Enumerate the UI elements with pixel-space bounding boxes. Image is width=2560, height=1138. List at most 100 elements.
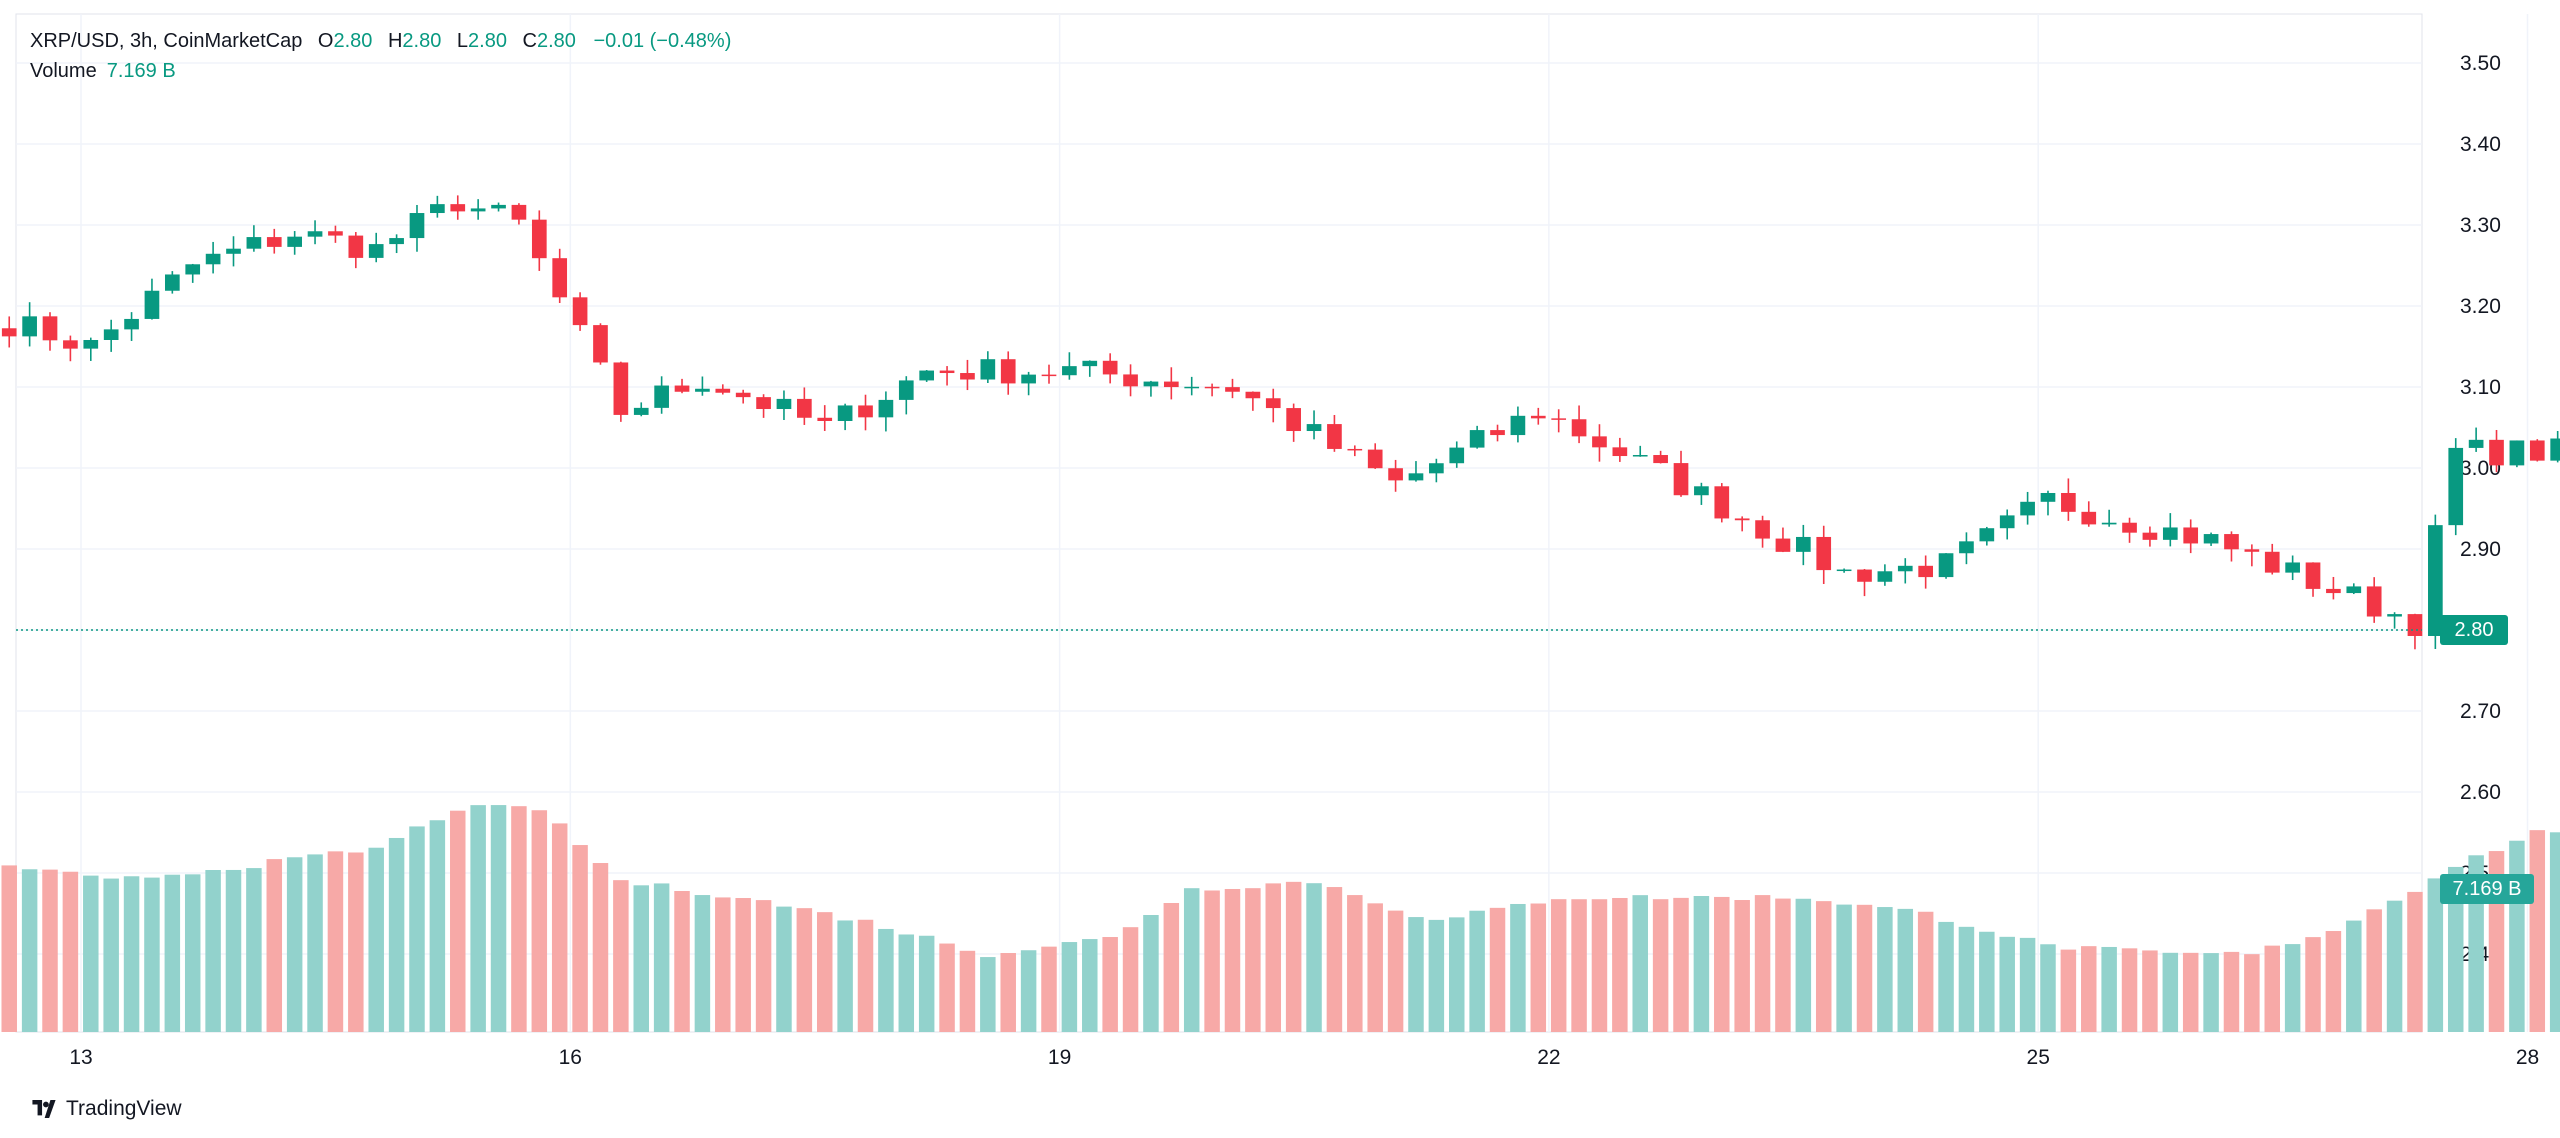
volume-bar (1020, 950, 1037, 1032)
volume-bar (2407, 891, 2423, 1032)
candle-body (1204, 386, 1220, 389)
volume-bar (2509, 840, 2525, 1032)
candle-body (2122, 522, 2137, 533)
candle-body (2326, 588, 2341, 594)
volume-bar (1652, 899, 1669, 1032)
volume-bar (1917, 911, 1934, 1032)
candle-body (226, 248, 241, 254)
candle-body (2203, 534, 2219, 544)
candle-body (2224, 534, 2239, 550)
candle-body (2529, 440, 2545, 461)
y-tick-label: 3.40 (2460, 133, 2501, 156)
volume-bar (1122, 927, 1139, 1032)
volume-bar (2264, 945, 2280, 1032)
candle-body (2264, 551, 2280, 573)
candle-body (1, 328, 17, 337)
candle-body (756, 397, 771, 410)
candle-body (185, 264, 201, 275)
candle-body (1653, 455, 1668, 464)
legend-close-value: 2.80 (536, 30, 576, 52)
candle-body (287, 236, 303, 247)
volume-bar (1530, 903, 1547, 1032)
volume-bar (205, 870, 221, 1032)
volume-bar (1693, 895, 1710, 1032)
y-tick-label: 2.60 (2460, 781, 2501, 804)
volume-bar (1714, 896, 1730, 1032)
candle-body (1021, 374, 1036, 384)
y-tick-label: 3.30 (2460, 214, 2501, 237)
x-tick-label: 28 (2516, 1046, 2539, 1069)
legend-change: −0.01 (−0.48%) (593, 30, 732, 52)
candle-body (450, 204, 466, 212)
candle-body (1714, 486, 1730, 519)
volume-bar (164, 874, 181, 1032)
candle-body (83, 339, 99, 349)
volume-bar (755, 900, 772, 1032)
candle-body (2387, 614, 2402, 617)
legend-low-label: L (456, 30, 469, 52)
candle-body (1816, 536, 1832, 571)
candle-body (1082, 360, 1098, 367)
candle-body (715, 388, 731, 393)
volume-bar (1082, 939, 1098, 1032)
candle-body (1857, 569, 1872, 582)
volume-bar (490, 805, 507, 1032)
y-tick-label: 3.20 (2460, 295, 2501, 318)
candle-body (2081, 511, 2097, 525)
candle-body (1490, 430, 1505, 436)
legend-low-value: 2.80 (468, 30, 507, 52)
candle-body (2061, 492, 2076, 512)
volume-bar (980, 957, 996, 1032)
volume-bar (2101, 946, 2117, 1032)
volume-bar (1449, 917, 1465, 1032)
volume-bar (2019, 937, 2036, 1032)
candle-body (898, 380, 914, 400)
candle-body (389, 238, 404, 245)
volume-bar (42, 869, 58, 1032)
volume-bar (21, 869, 38, 1032)
volume-bar (1367, 903, 1383, 1032)
candle-body (2448, 447, 2464, 526)
candle-body (491, 204, 506, 209)
volume-bar (1000, 953, 1016, 1032)
volume-bar (613, 880, 629, 1032)
volume-bar (1571, 899, 1587, 1032)
volume-bar (796, 908, 813, 1032)
volume-bar (1999, 936, 2015, 1032)
volume-bar (1979, 931, 1995, 1032)
volume-bar (2529, 830, 2546, 1032)
candle-body (1286, 408, 1301, 432)
candle-body (735, 392, 751, 398)
volume-bar (388, 837, 405, 1032)
candle-body (531, 219, 547, 259)
volume-bar (2162, 952, 2179, 1032)
candle-body (817, 417, 833, 422)
candle-body (22, 316, 37, 337)
candle-body (266, 237, 282, 247)
volume-bar (2142, 950, 2158, 1032)
volume-bar (1591, 899, 1608, 1032)
tradingview-brand[interactable]: TradingView (30, 1094, 182, 1124)
candle-body (205, 253, 221, 265)
volume-bar (531, 810, 548, 1032)
volume-badge: 7.169 B (2440, 874, 2534, 905)
candle-body (2285, 562, 2300, 573)
candle-body (919, 370, 935, 381)
legend-high-label: H (387, 30, 403, 52)
volume-bar (2060, 949, 2077, 1032)
candle-body (2366, 586, 2382, 617)
volume-bar (857, 919, 874, 1032)
candle-body (2550, 438, 2560, 461)
volume-bar (246, 868, 262, 1032)
legend-volume-value: 7.169 B (106, 60, 176, 82)
candle-body (1143, 381, 1159, 387)
candle-body (1592, 436, 1607, 448)
volume-bar (307, 854, 323, 1032)
legend-close-label: C (522, 30, 537, 52)
candle-body (1775, 538, 1791, 552)
volume-bar (1734, 900, 1750, 1032)
candle-body (2468, 439, 2484, 448)
volume-bar (123, 876, 140, 1032)
volume-bar (2447, 866, 2464, 1032)
